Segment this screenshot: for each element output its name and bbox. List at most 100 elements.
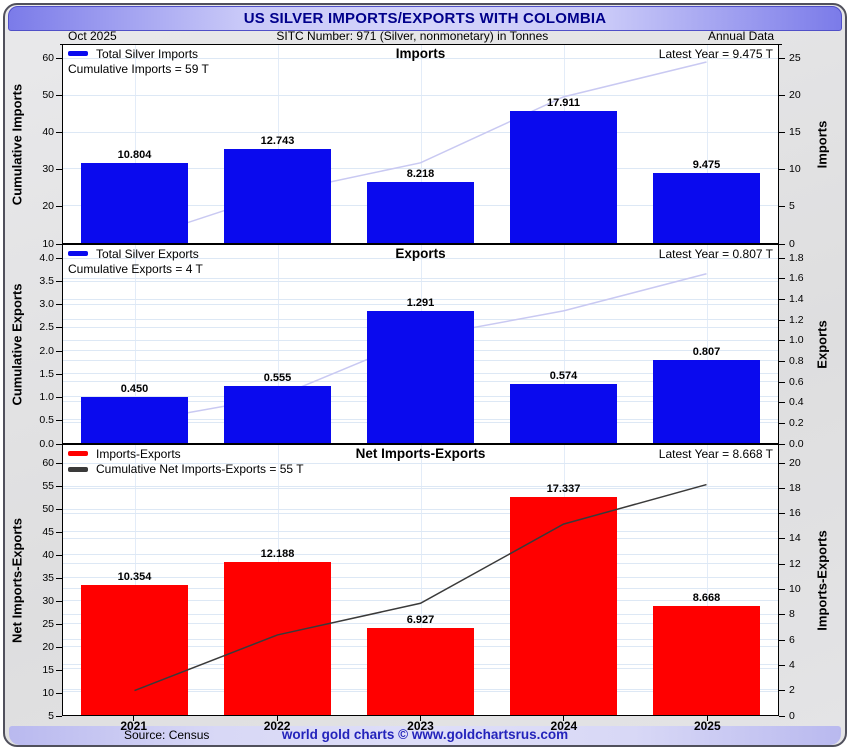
x-tick-mark (133, 716, 135, 721)
right-tick-mark (779, 360, 785, 362)
bar-2022 (223, 561, 332, 715)
horizontal-gridline (63, 298, 778, 300)
left-tick-mark (56, 131, 62, 133)
right-tick-label: 8 (789, 608, 795, 621)
right-tick-label: 1.6 (789, 272, 804, 285)
bar-2025 (652, 173, 761, 243)
bar-2025 (652, 606, 761, 715)
left-tick-mark (56, 485, 62, 487)
footer-band: Source: Census world gold charts © www.g… (9, 726, 841, 745)
horizontal-gridline (63, 508, 778, 510)
exports-legend-label: Total Silver Exports (96, 246, 199, 261)
right-tick-mark (779, 715, 785, 717)
right-tick-mark (779, 278, 785, 280)
left-tick-label: 30 (42, 594, 54, 607)
left-tick-label: 10 (42, 237, 54, 250)
exports-panel: Total Silver Exports Exports Latest Year… (62, 244, 779, 444)
bar-value-label: 1.291 (406, 296, 435, 309)
net-panel-header: Imports-Exports Net Imports-Exports Late… (63, 445, 778, 477)
left-tick-mark (56, 94, 62, 96)
bar-2023 (366, 310, 475, 443)
horizontal-gridline (63, 257, 778, 259)
left-tick-mark (56, 169, 62, 171)
right-tick-mark (779, 381, 785, 383)
left-tick-label: 45 (42, 525, 54, 538)
x-tick-mark (563, 716, 565, 721)
date-label: Oct 2025 (60, 29, 125, 45)
left-tick-label: 15 (42, 663, 54, 676)
left-tick-label: 0.0 (39, 437, 54, 450)
imports-latest-year: Latest Year = 9.475 T (658, 46, 773, 61)
right-tick-label: 1.0 (789, 334, 804, 347)
right-tick-mark (779, 563, 785, 565)
horizontal-gridline (63, 538, 778, 540)
bar-value-label: 0.574 (549, 370, 578, 383)
right-tick-label: 0.4 (789, 396, 804, 409)
right-tick-mark (779, 443, 785, 445)
imports-panel-title: Imports (395, 46, 446, 61)
imports-left-axis-title: Cumulative Imports (9, 83, 25, 206)
right-tick-mark (779, 462, 785, 464)
left-tick-label: 60 (42, 51, 54, 64)
bar-value-label: 8.668 (692, 592, 721, 605)
bar-value-label: 8.218 (406, 168, 435, 181)
horizontal-gridline (63, 577, 778, 579)
right-tick-mark (779, 690, 785, 692)
horizontal-gridline (63, 168, 778, 170)
left-tick-label: 35 (42, 571, 54, 584)
horizontal-gridline (63, 94, 778, 96)
left-tick-mark (56, 420, 62, 422)
left-tick-label: 55 (42, 479, 54, 492)
left-tick-label: 1.0 (39, 391, 54, 403)
horizontal-gridline (63, 613, 778, 615)
source-label: Source: Census (124, 728, 210, 742)
left-tick-label: 10 (42, 686, 54, 699)
bar-value-label: 10.354 (117, 571, 152, 584)
bar-2023 (366, 628, 475, 715)
right-tick-mark (779, 487, 785, 489)
left-tick-mark (56, 206, 62, 208)
right-tick-mark (779, 57, 785, 59)
left-tick-mark (56, 327, 62, 329)
left-tick-label: 20 (42, 200, 54, 213)
imports-legend: Total Silver Imports (68, 47, 396, 61)
left-tick-mark (56, 280, 62, 282)
horizontal-gridline (63, 57, 778, 59)
vertical-gridline (420, 45, 422, 243)
left-tick-label: 2.5 (39, 321, 54, 334)
right-tick-label: 0.8 (789, 354, 804, 367)
right-tick-mark (779, 614, 785, 616)
bar-2024 (509, 111, 618, 243)
left-tick-mark (56, 397, 62, 398)
left-tick-label: 2.0 (39, 344, 54, 357)
horizontal-gridline (63, 488, 778, 490)
right-tick-label: 0.6 (789, 375, 804, 388)
exports-legend: Total Silver Exports (68, 247, 395, 261)
net-latest-year: Latest Year = 8.668 T (658, 446, 773, 461)
title-bar: US SILVER IMPORTS/EXPORTS WITH COLOMBIA (8, 6, 842, 31)
left-tick-label: 3.5 (39, 274, 54, 287)
right-tick-label: 18 (789, 481, 801, 494)
right-tick-label: 15 (789, 125, 801, 138)
horizontal-gridline (63, 462, 778, 464)
x-tick-mark (276, 716, 278, 721)
left-tick-mark (56, 646, 62, 648)
left-tick-mark (56, 443, 62, 445)
left-tick-mark (56, 373, 62, 375)
net-legend-label: Imports-Exports (96, 446, 181, 461)
right-tick-label: 12 (789, 557, 801, 570)
exports-cumulative-annotation: Cumulative Exports = 4 T (68, 262, 203, 276)
right-tick-mark (779, 589, 785, 591)
right-tick-label: 1.4 (789, 292, 804, 305)
left-tick-label: 0.5 (39, 414, 54, 427)
vertical-gridline (277, 45, 279, 243)
right-tick-label: 5 (789, 200, 795, 213)
horizontal-gridline (63, 622, 778, 624)
credit-link[interactable]: world gold charts © www.goldchartsrus.co… (281, 727, 569, 742)
bar-value-label: 12.743 (260, 135, 295, 148)
bar-value-label: 0.555 (263, 372, 292, 385)
year-label: 2021 (120, 719, 148, 733)
right-tick-label: 10 (789, 163, 801, 176)
imports-right-axis-title: Imports (814, 120, 830, 169)
bar-2025 (652, 360, 761, 443)
